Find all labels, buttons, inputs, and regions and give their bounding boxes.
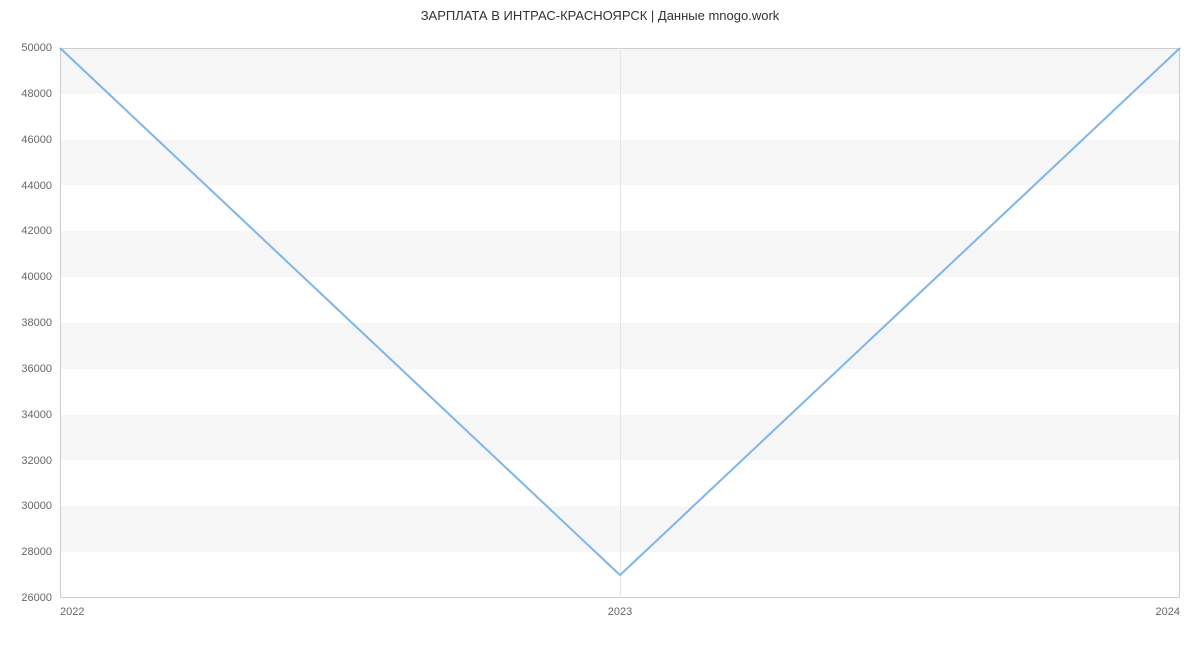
y-tick-label: 28000: [21, 546, 60, 558]
x-tick-label: 2023: [608, 598, 632, 618]
y-tick-label: 42000: [21, 225, 60, 237]
chart-title: ЗАРПЛАТА В ИНТРАС-КРАСНОЯРСК | Данные mn…: [0, 8, 1200, 23]
y-tick-label: 34000: [21, 409, 60, 421]
y-tick-label: 36000: [21, 363, 60, 375]
y-tick-label: 46000: [21, 134, 60, 146]
chart-container: ЗАРПЛАТА В ИНТРАС-КРАСНОЯРСК | Данные mn…: [0, 0, 1200, 650]
y-tick-label: 38000: [21, 317, 60, 329]
y-tick-label: 26000: [21, 592, 60, 604]
x-tick-label: 2024: [1156, 598, 1180, 618]
x-tick-label: 2022: [60, 598, 84, 618]
line-layer: [60, 48, 1180, 598]
y-tick-label: 32000: [21, 455, 60, 467]
y-tick-label: 30000: [21, 500, 60, 512]
y-tick-label: 48000: [21, 88, 60, 100]
series-line: [60, 48, 1180, 575]
y-tick-label: 40000: [21, 271, 60, 283]
y-tick-label: 50000: [21, 42, 60, 54]
y-tick-label: 44000: [21, 180, 60, 192]
plot-area: 2600028000300003200034000360003800040000…: [60, 48, 1180, 598]
